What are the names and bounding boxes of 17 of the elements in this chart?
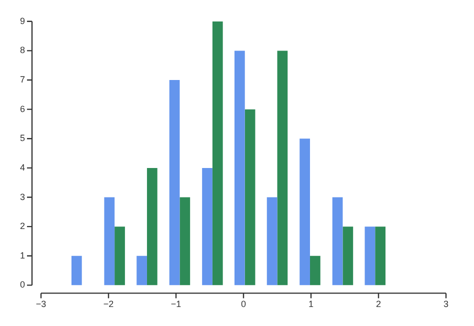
x-tick-label: 2 — [376, 299, 382, 310]
x-tick-label: 3 — [443, 299, 449, 310]
y-tick-label: 1 — [20, 250, 26, 260]
x-tick-label: −1 — [170, 299, 182, 310]
y-tick-label: 8 — [20, 45, 26, 56]
y-tick-label: 7 — [20, 74, 26, 85]
y-tick-label: 5 — [20, 133, 26, 144]
y-tick-label: 2 — [20, 221, 26, 232]
y-tick-label: 9 — [20, 16, 26, 26]
y-tick-label: 4 — [20, 162, 26, 172]
x-tick-label: 0 — [240, 299, 246, 310]
y-tick-label: 0 — [20, 280, 26, 290]
y-tick-label: 3 — [20, 192, 26, 202]
x-tick-label: −2 — [103, 299, 114, 310]
x-tick-label: −3 — [36, 299, 46, 310]
x-tick-label: 1 — [308, 299, 314, 310]
y-tick-label: 6 — [20, 104, 26, 114]
